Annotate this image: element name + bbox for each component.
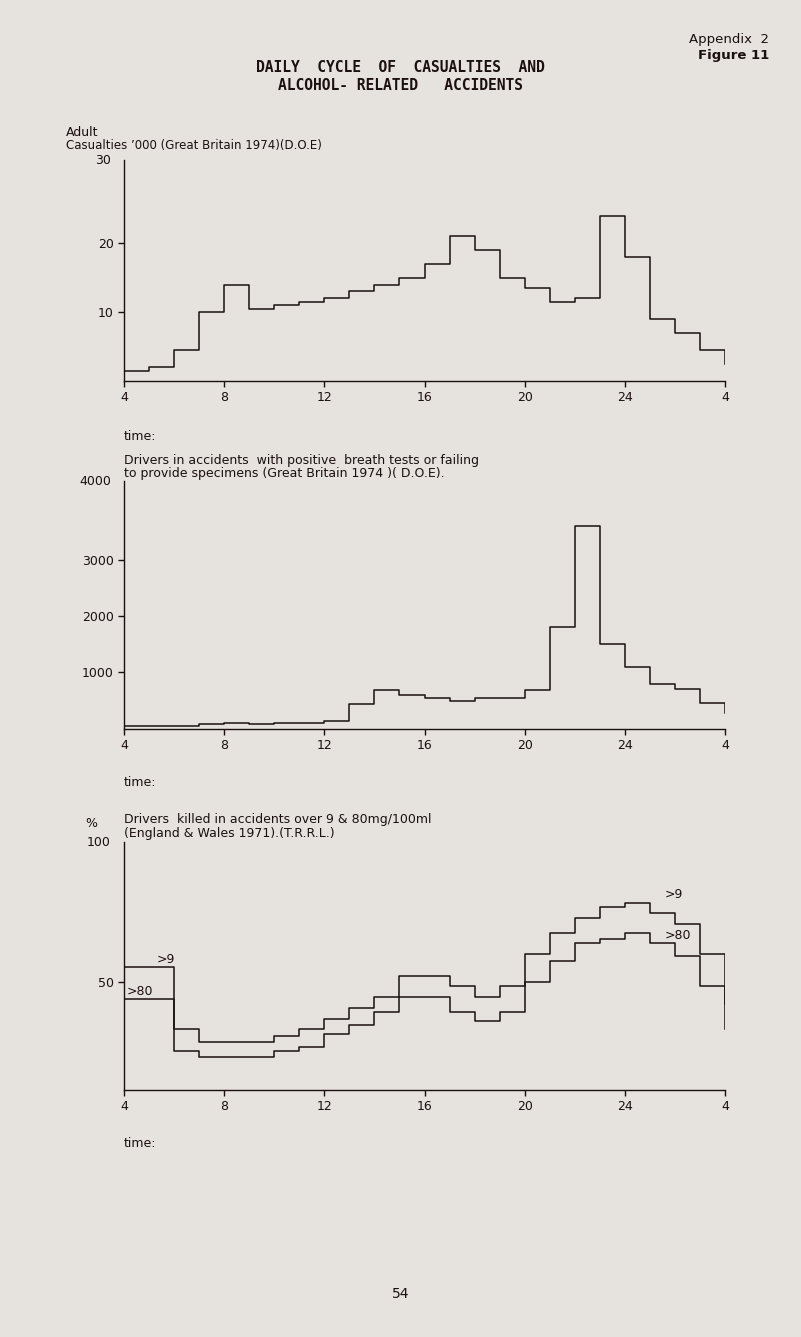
Text: 54: 54 (392, 1288, 409, 1301)
Text: %: % (85, 817, 97, 830)
Text: >80: >80 (665, 929, 691, 943)
Text: >9: >9 (665, 888, 683, 901)
Text: >80: >80 (127, 985, 153, 997)
Text: Adult: Adult (66, 126, 99, 139)
Text: DAILY  CYCLE  OF  CASUALTIES  AND: DAILY CYCLE OF CASUALTIES AND (256, 60, 545, 75)
Text: to provide specimens (Great Britain 1974 )( D.O.E).: to provide specimens (Great Britain 1974… (124, 467, 445, 480)
Text: Casualties ’000 (Great Britain 1974)(D.O.E): Casualties ’000 (Great Britain 1974)(D.O… (66, 139, 321, 152)
Text: (England & Wales 1971).(T.R.R.L.): (England & Wales 1971).(T.R.R.L.) (124, 826, 335, 840)
Text: Figure 11: Figure 11 (698, 49, 769, 63)
Text: Drivers  killed in accidents over 9 & 80mg/100ml: Drivers killed in accidents over 9 & 80m… (124, 813, 432, 826)
Text: >9: >9 (157, 953, 175, 965)
Text: 4000: 4000 (79, 475, 111, 488)
Text: Drivers in accidents  with positive  breath tests or failing: Drivers in accidents with positive breat… (124, 453, 479, 467)
Text: Appendix  2: Appendix 2 (689, 33, 769, 47)
Text: 100: 100 (87, 836, 111, 849)
Text: ALCOHOL- RELATED   ACCIDENTS: ALCOHOL- RELATED ACCIDENTS (278, 78, 523, 92)
Text: time:: time: (124, 1136, 157, 1150)
Text: time:: time: (124, 429, 157, 443)
Text: 30: 30 (95, 154, 111, 167)
Text: time:: time: (124, 775, 157, 789)
